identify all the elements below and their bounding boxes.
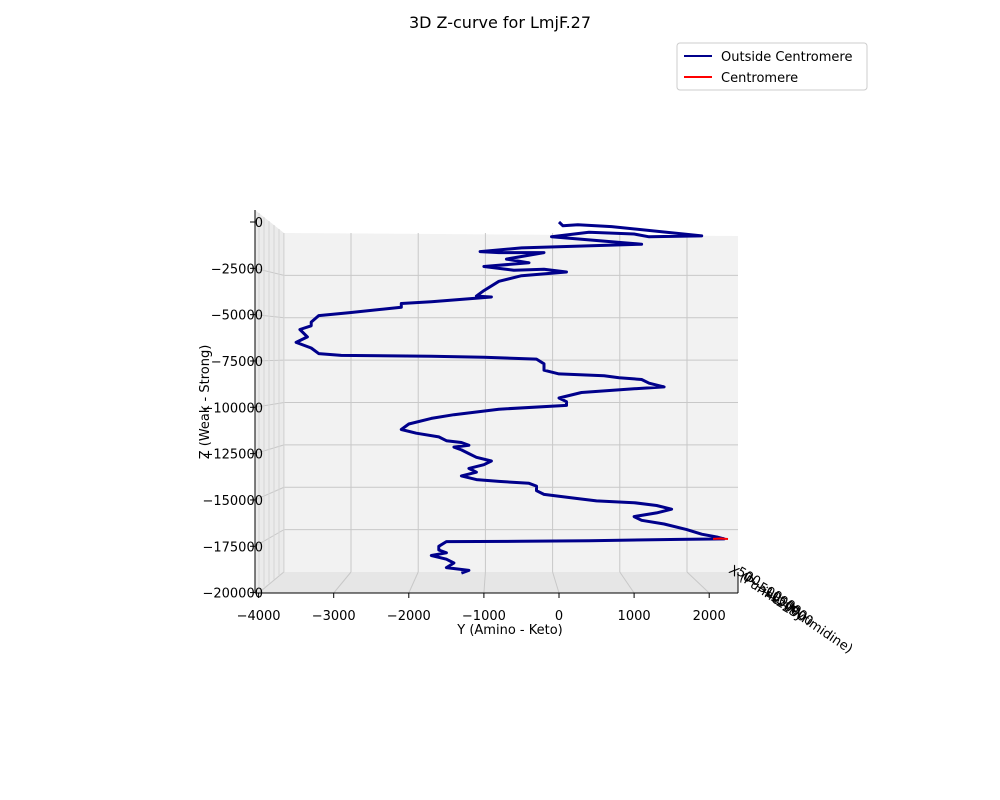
- z-tick-label-5: −125000: [202, 448, 263, 463]
- grid-floor-3: [483, 571, 486, 594]
- legend-label-outside: Outside Centromere: [721, 50, 852, 65]
- y-tick-label-0: −4000: [237, 609, 281, 624]
- floor-pane: [255, 572, 738, 593]
- z-tick-label-7: −175000: [202, 540, 263, 555]
- grid-floor-5: [619, 571, 635, 594]
- series-layer: [294, 220, 729, 575]
- x-axis-label: X (Purine - Pyrimidine): [726, 563, 855, 657]
- y-tick-label-6: 2000: [693, 609, 726, 624]
- y-tick-label-5: 1000: [618, 609, 651, 624]
- series-line-0: [294, 220, 726, 575]
- grid-floor-0: [258, 571, 285, 594]
- z-tick-label-8: −200000: [202, 587, 263, 602]
- z-axis-label: Z (Weak - Strong): [198, 345, 213, 460]
- legend: Outside Centromere Centromere: [676, 42, 868, 91]
- z-tick-label-6: −150000: [202, 494, 263, 509]
- grid-floor-1: [333, 571, 352, 594]
- z-tick-label-3: −75000: [211, 355, 263, 370]
- grid-floor-2: [408, 571, 419, 594]
- grid-floor-4: [552, 571, 560, 594]
- y-axis-label: Y (Amino - Keto): [456, 623, 562, 638]
- z-tick-label-0: 0: [255, 216, 263, 231]
- legend-box: [676, 42, 868, 91]
- legend-label-centromere: Centromere: [721, 71, 798, 86]
- y-tick-label-4: 0: [555, 609, 563, 624]
- grid-floor-6: [686, 571, 710, 594]
- z-tick-label-1: −25000: [211, 262, 263, 277]
- series-line-1: [712, 537, 729, 540]
- y-tick-label-3: −1000: [462, 609, 506, 624]
- y-tick-label-2: −2000: [387, 609, 431, 624]
- grid-lines: [254, 213, 738, 594]
- z-tick-label-4: −100000: [202, 401, 263, 416]
- chart-title: 3D Z-curve for LmjF.27: [409, 13, 591, 32]
- z-tick-label-2: −50000: [211, 309, 263, 324]
- y-tick-label-1: −3000: [312, 609, 356, 624]
